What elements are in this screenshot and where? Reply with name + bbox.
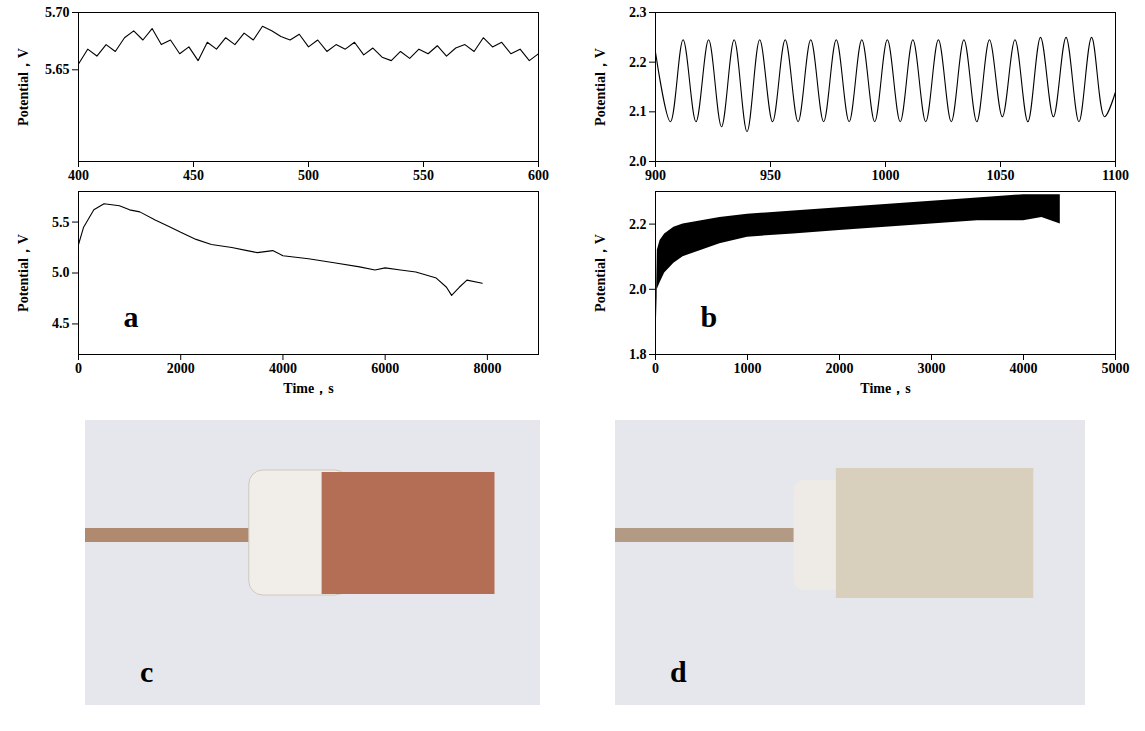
svg-text:b: b: [701, 300, 718, 333]
svg-text:950: 950: [760, 168, 781, 183]
svg-text:1.8: 1.8: [629, 347, 647, 362]
svg-text:5.65: 5.65: [45, 62, 70, 77]
svg-text:0: 0: [652, 361, 659, 376]
svg-text:Potential，V: Potential，V: [593, 48, 608, 126]
svg-text:2.0: 2.0: [629, 154, 647, 169]
svg-text:Time，s: Time，s: [283, 381, 334, 396]
svg-text:2.2: 2.2: [629, 55, 647, 70]
svg-text:2000: 2000: [167, 361, 195, 376]
svg-text:5.70: 5.70: [45, 5, 70, 20]
svg-text:c: c: [140, 655, 153, 688]
svg-text:Time，s: Time，s: [860, 381, 911, 396]
svg-text:500: 500: [298, 168, 319, 183]
svg-text:Potential，V: Potential，V: [16, 234, 31, 312]
svg-text:Potential，V: Potential，V: [593, 234, 608, 312]
svg-text:550: 550: [413, 168, 434, 183]
svg-text:0: 0: [75, 361, 82, 376]
svg-text:5.5: 5.5: [52, 215, 70, 230]
svg-text:4000: 4000: [1010, 361, 1038, 376]
svg-text:1100: 1100: [1102, 168, 1129, 183]
svg-text:6000: 6000: [371, 361, 399, 376]
svg-text:2.3: 2.3: [629, 5, 647, 20]
svg-text:5000: 5000: [1102, 361, 1130, 376]
svg-text:900: 900: [645, 168, 666, 183]
svg-text:2.0: 2.0: [629, 282, 647, 297]
svg-text:5.0: 5.0: [52, 265, 70, 280]
svg-text:450: 450: [183, 168, 204, 183]
svg-text:600: 600: [528, 168, 549, 183]
svg-text:4000: 4000: [269, 361, 297, 376]
svg-text:2000: 2000: [826, 361, 854, 376]
svg-text:1000: 1000: [734, 361, 762, 376]
svg-text:a: a: [124, 300, 139, 333]
svg-text:8000: 8000: [473, 361, 501, 376]
svg-text:3000: 3000: [918, 361, 946, 376]
svg-text:4.5: 4.5: [52, 316, 70, 331]
svg-text:1050: 1050: [987, 168, 1015, 183]
svg-text:2.1: 2.1: [629, 104, 647, 119]
svg-text:2.2: 2.2: [629, 217, 647, 232]
svg-text:1000: 1000: [872, 168, 900, 183]
svg-text:400: 400: [68, 168, 89, 183]
svg-text:Potential，V: Potential，V: [16, 48, 31, 126]
svg-text:d: d: [670, 655, 687, 688]
